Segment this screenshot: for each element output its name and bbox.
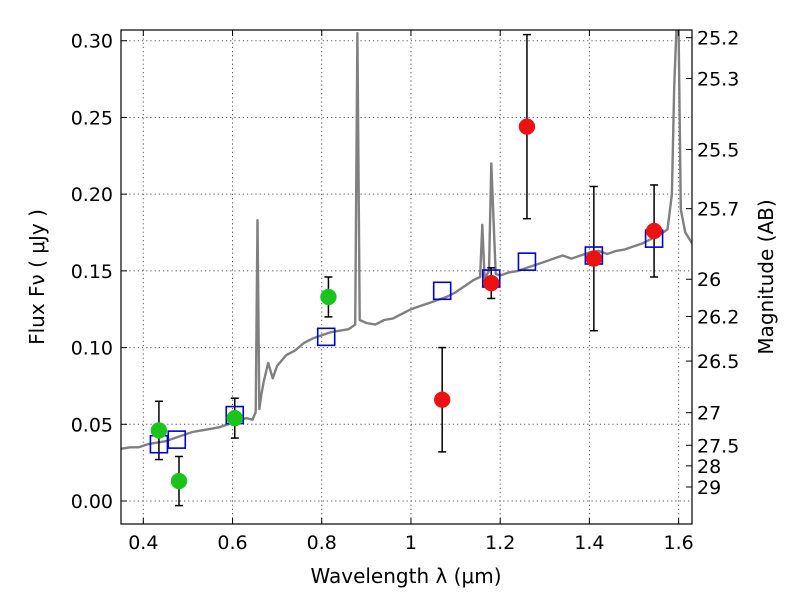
y-tick-label: 0.20 <box>71 184 113 206</box>
plot-area <box>121 30 692 450</box>
y-axis-label-left: Flux Fν ( μJy ) <box>25 209 49 345</box>
right-tick-label: 26.5 <box>697 351 739 373</box>
x-tick-label: 1 <box>405 532 417 554</box>
error-bars <box>154 33 659 507</box>
spectrum-line <box>121 30 692 450</box>
y-tick-label: 0.30 <box>71 31 113 53</box>
x-axis-label: Wavelength λ (μm) <box>310 564 501 588</box>
observed-point <box>433 391 451 408</box>
model-point <box>517 252 537 271</box>
observed-point <box>320 288 337 306</box>
observed-point <box>226 409 244 427</box>
observed-point <box>585 250 603 267</box>
y-tick-label: 0.10 <box>71 338 113 360</box>
axis-ticks: 0.4 0.6 0.8 1 1.2 1.4 1.6 0.00 0.05 0.10 0.15 0.20 0… <box>71 28 740 554</box>
x-tick-label: 1.2 <box>485 532 515 554</box>
model-point <box>432 281 452 301</box>
y-tick-label: 0.00 <box>71 491 113 513</box>
observed-point <box>645 222 663 240</box>
x-tick-label: 0.6 <box>217 532 247 554</box>
y-tick-label: 0.05 <box>71 414 113 436</box>
right-tick-label: 27.5 <box>697 435 739 457</box>
right-tick-label: 26 <box>697 269 721 291</box>
observed-point <box>150 422 168 439</box>
right-tick-label: 26.2 <box>697 307 739 329</box>
observed-point <box>170 472 188 490</box>
y-tick-label: 0.25 <box>71 107 113 129</box>
x-tick-label: 1.6 <box>664 532 694 554</box>
model-point <box>316 327 336 347</box>
right-tick-label: 25.3 <box>697 68 739 90</box>
right-tick-label: 25.7 <box>697 199 739 221</box>
x-tick-label: 0.4 <box>128 532 158 554</box>
right-tick-label: 27 <box>697 403 721 425</box>
right-tick-label: 25.5 <box>697 140 739 162</box>
plot-frame <box>120 29 693 525</box>
x-tick-label: 0.8 <box>307 532 337 554</box>
right-tick-label: 25.2 <box>697 28 739 50</box>
x-tick-label: 1.4 <box>574 532 604 554</box>
y-axis-label-right: Magnitude (AB) <box>754 199 778 354</box>
observed-point <box>483 274 500 292</box>
y-tick-label: 0.15 <box>71 261 113 283</box>
model-point <box>167 430 187 449</box>
right-tick-label: 29 <box>697 477 721 499</box>
right-tick-label: 28 <box>697 456 721 478</box>
observed-point <box>518 118 536 135</box>
markers <box>149 118 664 490</box>
grid <box>121 30 692 524</box>
